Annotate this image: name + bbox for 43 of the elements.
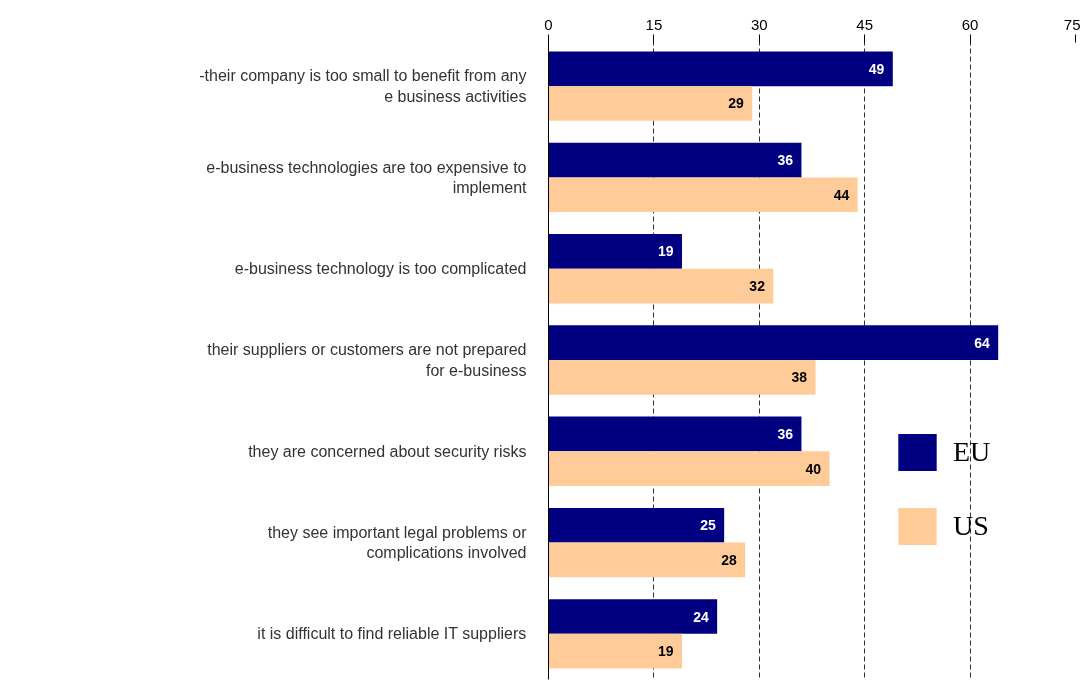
legend-label: EU <box>953 436 991 468</box>
bar <box>548 599 718 634</box>
y-tick-label: e-business technology is too complicated <box>234 260 527 278</box>
data-label: 19 <box>658 643 674 660</box>
bar <box>548 51 893 87</box>
bar <box>548 325 999 360</box>
data-label: 38 <box>791 369 808 386</box>
x-tick-label: 0 <box>544 15 553 33</box>
data-label: 64 <box>974 334 990 351</box>
y-tick-label: it is difficult to find reliable IT suppliers <box>257 625 527 643</box>
bar <box>548 507 725 543</box>
bar <box>548 177 858 213</box>
data-label: 40 <box>805 460 822 477</box>
data-label: 29 <box>728 95 745 112</box>
bar <box>548 633 683 669</box>
x-tick-label: 45 <box>856 15 874 33</box>
bar <box>548 86 753 121</box>
y-tick-label: -their company is too small to benefit from any e business activities <box>199 67 527 105</box>
bar <box>548 416 802 452</box>
bar <box>548 360 816 395</box>
x-tick-label: 15 <box>645 15 663 33</box>
x-tick-label: 60 <box>961 15 979 33</box>
data-label: 25 <box>700 517 716 534</box>
y-tick-label: e-business technologies are too expensive to implement <box>206 158 528 197</box>
data-label: 24 <box>693 608 709 625</box>
x-tick-label: 75 <box>1063 15 1080 33</box>
data-label: 36 <box>777 425 794 442</box>
data-label: 19 <box>658 243 674 260</box>
legend-label: US <box>953 510 989 542</box>
y-tick-label: they are concerned about security risks <box>248 442 527 460</box>
bar <box>548 542 746 578</box>
bar <box>548 451 830 486</box>
data-label: 44 <box>833 186 850 203</box>
x-tick-label: 30 <box>750 15 768 33</box>
bar <box>548 142 802 178</box>
data-label: 36 <box>777 152 794 169</box>
bar <box>548 268 774 304</box>
data-label: 28 <box>721 551 738 568</box>
y-tick-label: their suppliers or customers are not prepared for e-business <box>207 341 527 379</box>
y-tick-label: they see important legal problems or complications involved <box>267 523 528 562</box>
data-label: 32 <box>749 278 766 295</box>
data-label: 49 <box>868 60 885 77</box>
bar <box>548 234 683 269</box>
